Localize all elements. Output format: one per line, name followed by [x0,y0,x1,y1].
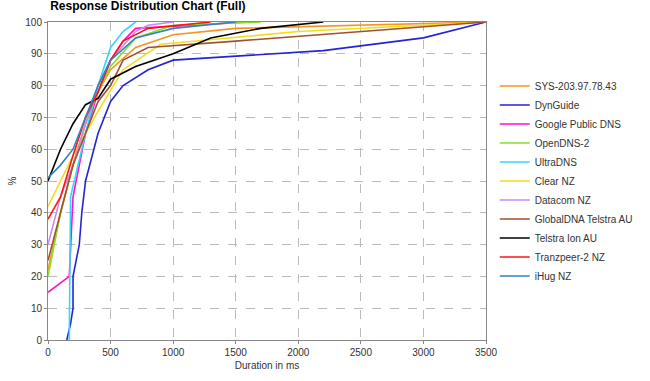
svg-text:OpenDNS-2: OpenDNS-2 [535,138,590,149]
svg-text:50: 50 [31,176,43,187]
svg-text:500: 500 [102,347,119,358]
svg-text:Google Public DNS: Google Public DNS [535,119,621,130]
svg-text:3000: 3000 [412,347,435,358]
svg-text:Response Distribution Chart (F: Response Distribution Chart (Full) [50,0,245,13]
svg-text:20: 20 [31,271,43,282]
svg-text:Clear NZ: Clear NZ [535,176,575,187]
svg-text:0: 0 [45,347,51,358]
svg-text:2500: 2500 [350,347,373,358]
svg-text:100: 100 [25,17,42,28]
svg-text:Tranzpeer-2 NZ: Tranzpeer-2 NZ [535,252,605,263]
svg-text:1500: 1500 [225,347,248,358]
svg-text:iHug NZ: iHug NZ [535,271,572,282]
svg-text:%: % [7,176,18,185]
svg-text:10: 10 [31,303,43,314]
svg-text:SYS-203.97.78.43: SYS-203.97.78.43 [535,81,617,92]
svg-text:UltraDNS: UltraDNS [535,157,578,168]
svg-text:40: 40 [31,207,43,218]
svg-text:2000: 2000 [287,347,310,358]
svg-text:Telstra Ion AU: Telstra Ion AU [535,233,597,244]
svg-text:3500: 3500 [475,347,498,358]
svg-text:90: 90 [31,48,43,59]
svg-text:DynGuide: DynGuide [535,100,580,111]
svg-text:80: 80 [31,80,43,91]
svg-text:GlobalDNA Telstra AU: GlobalDNA Telstra AU [535,214,633,225]
svg-text:0: 0 [36,335,42,346]
svg-text:Datacom NZ: Datacom NZ [535,195,591,206]
svg-text:30: 30 [31,239,43,250]
svg-text:1000: 1000 [162,347,185,358]
svg-text:60: 60 [31,144,43,155]
svg-text:Duration in ms: Duration in ms [235,360,299,371]
svg-text:70: 70 [31,112,43,123]
